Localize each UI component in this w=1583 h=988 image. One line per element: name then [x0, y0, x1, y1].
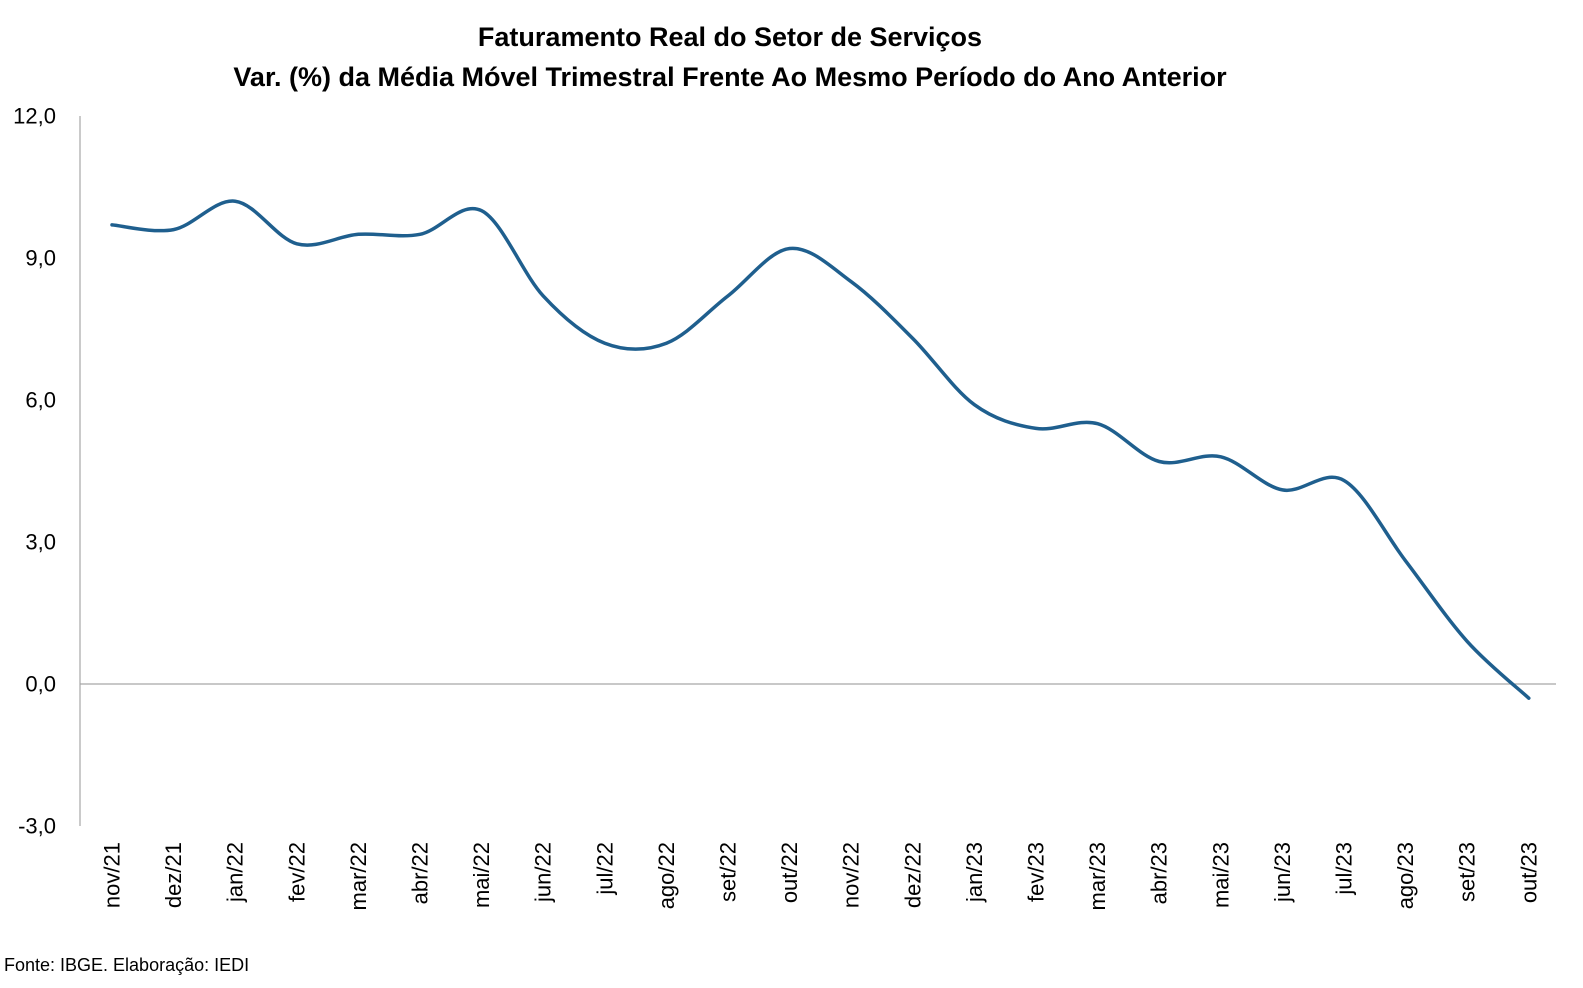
series-layer	[110, 199, 1531, 700]
x-tick-label: jul/23	[1332, 842, 1357, 896]
series-line	[110, 199, 1531, 700]
x-tick-label: jan/23	[962, 842, 987, 903]
x-tick-label: dez/21	[161, 842, 186, 908]
x-tick-label: mai/23	[1208, 842, 1233, 908]
y-tick-label: 6,0	[25, 388, 56, 413]
x-tick-label: ago/22	[654, 842, 679, 909]
x-tick-label: fev/23	[1024, 842, 1049, 902]
y-tick-label: -3,0	[18, 814, 56, 839]
x-tick-label: jul/22	[592, 842, 617, 896]
x-tick-label: dez/22	[900, 842, 925, 908]
x-tick-label: fev/22	[284, 842, 309, 902]
x-tick-label: jan/22	[223, 842, 248, 903]
x-tick-label: set/22	[716, 842, 741, 902]
chart-title: Faturamento Real do Setor de Serviços	[477, 22, 983, 52]
y-tick-label: 3,0	[25, 530, 56, 555]
x-tick-label: mar/23	[1085, 842, 1110, 910]
axes	[79, 116, 1556, 826]
x-tick-label: abr/22	[408, 842, 433, 904]
y-tick-label: 0,0	[25, 672, 56, 697]
source-note: Fonte: IBGE. Elaboração: IEDI	[4, 955, 250, 975]
x-tick-label: out/22	[777, 842, 802, 903]
y-tick-label: 9,0	[25, 246, 56, 271]
x-tick-label: ago/23	[1393, 842, 1418, 909]
y-tick-label: 12,0	[13, 104, 56, 129]
chart-subtitle: Var. (%) da Média Móvel Trimestral Frent…	[233, 62, 1227, 92]
y-axis-ticks: 12,0 9,0 6,0 3,0 0,0 -3,0	[13, 104, 56, 839]
x-tick-label: abr/23	[1147, 842, 1172, 904]
x-tick-label: mar/22	[346, 842, 371, 910]
x-tick-label: nov/21	[100, 842, 125, 908]
x-tick-label: jun/23	[1270, 842, 1295, 903]
x-tick-label: out/23	[1516, 842, 1541, 903]
x-tick-label: nov/22	[839, 842, 864, 908]
x-axis-ticks: nov/21 dez/21 jan/22 fev/22 mar/22 abr/22 mai/…	[100, 842, 1542, 910]
x-tick-label: jun/22	[531, 842, 556, 903]
x-tick-label: set/23	[1455, 842, 1480, 902]
x-tick-label: mai/22	[469, 842, 494, 908]
